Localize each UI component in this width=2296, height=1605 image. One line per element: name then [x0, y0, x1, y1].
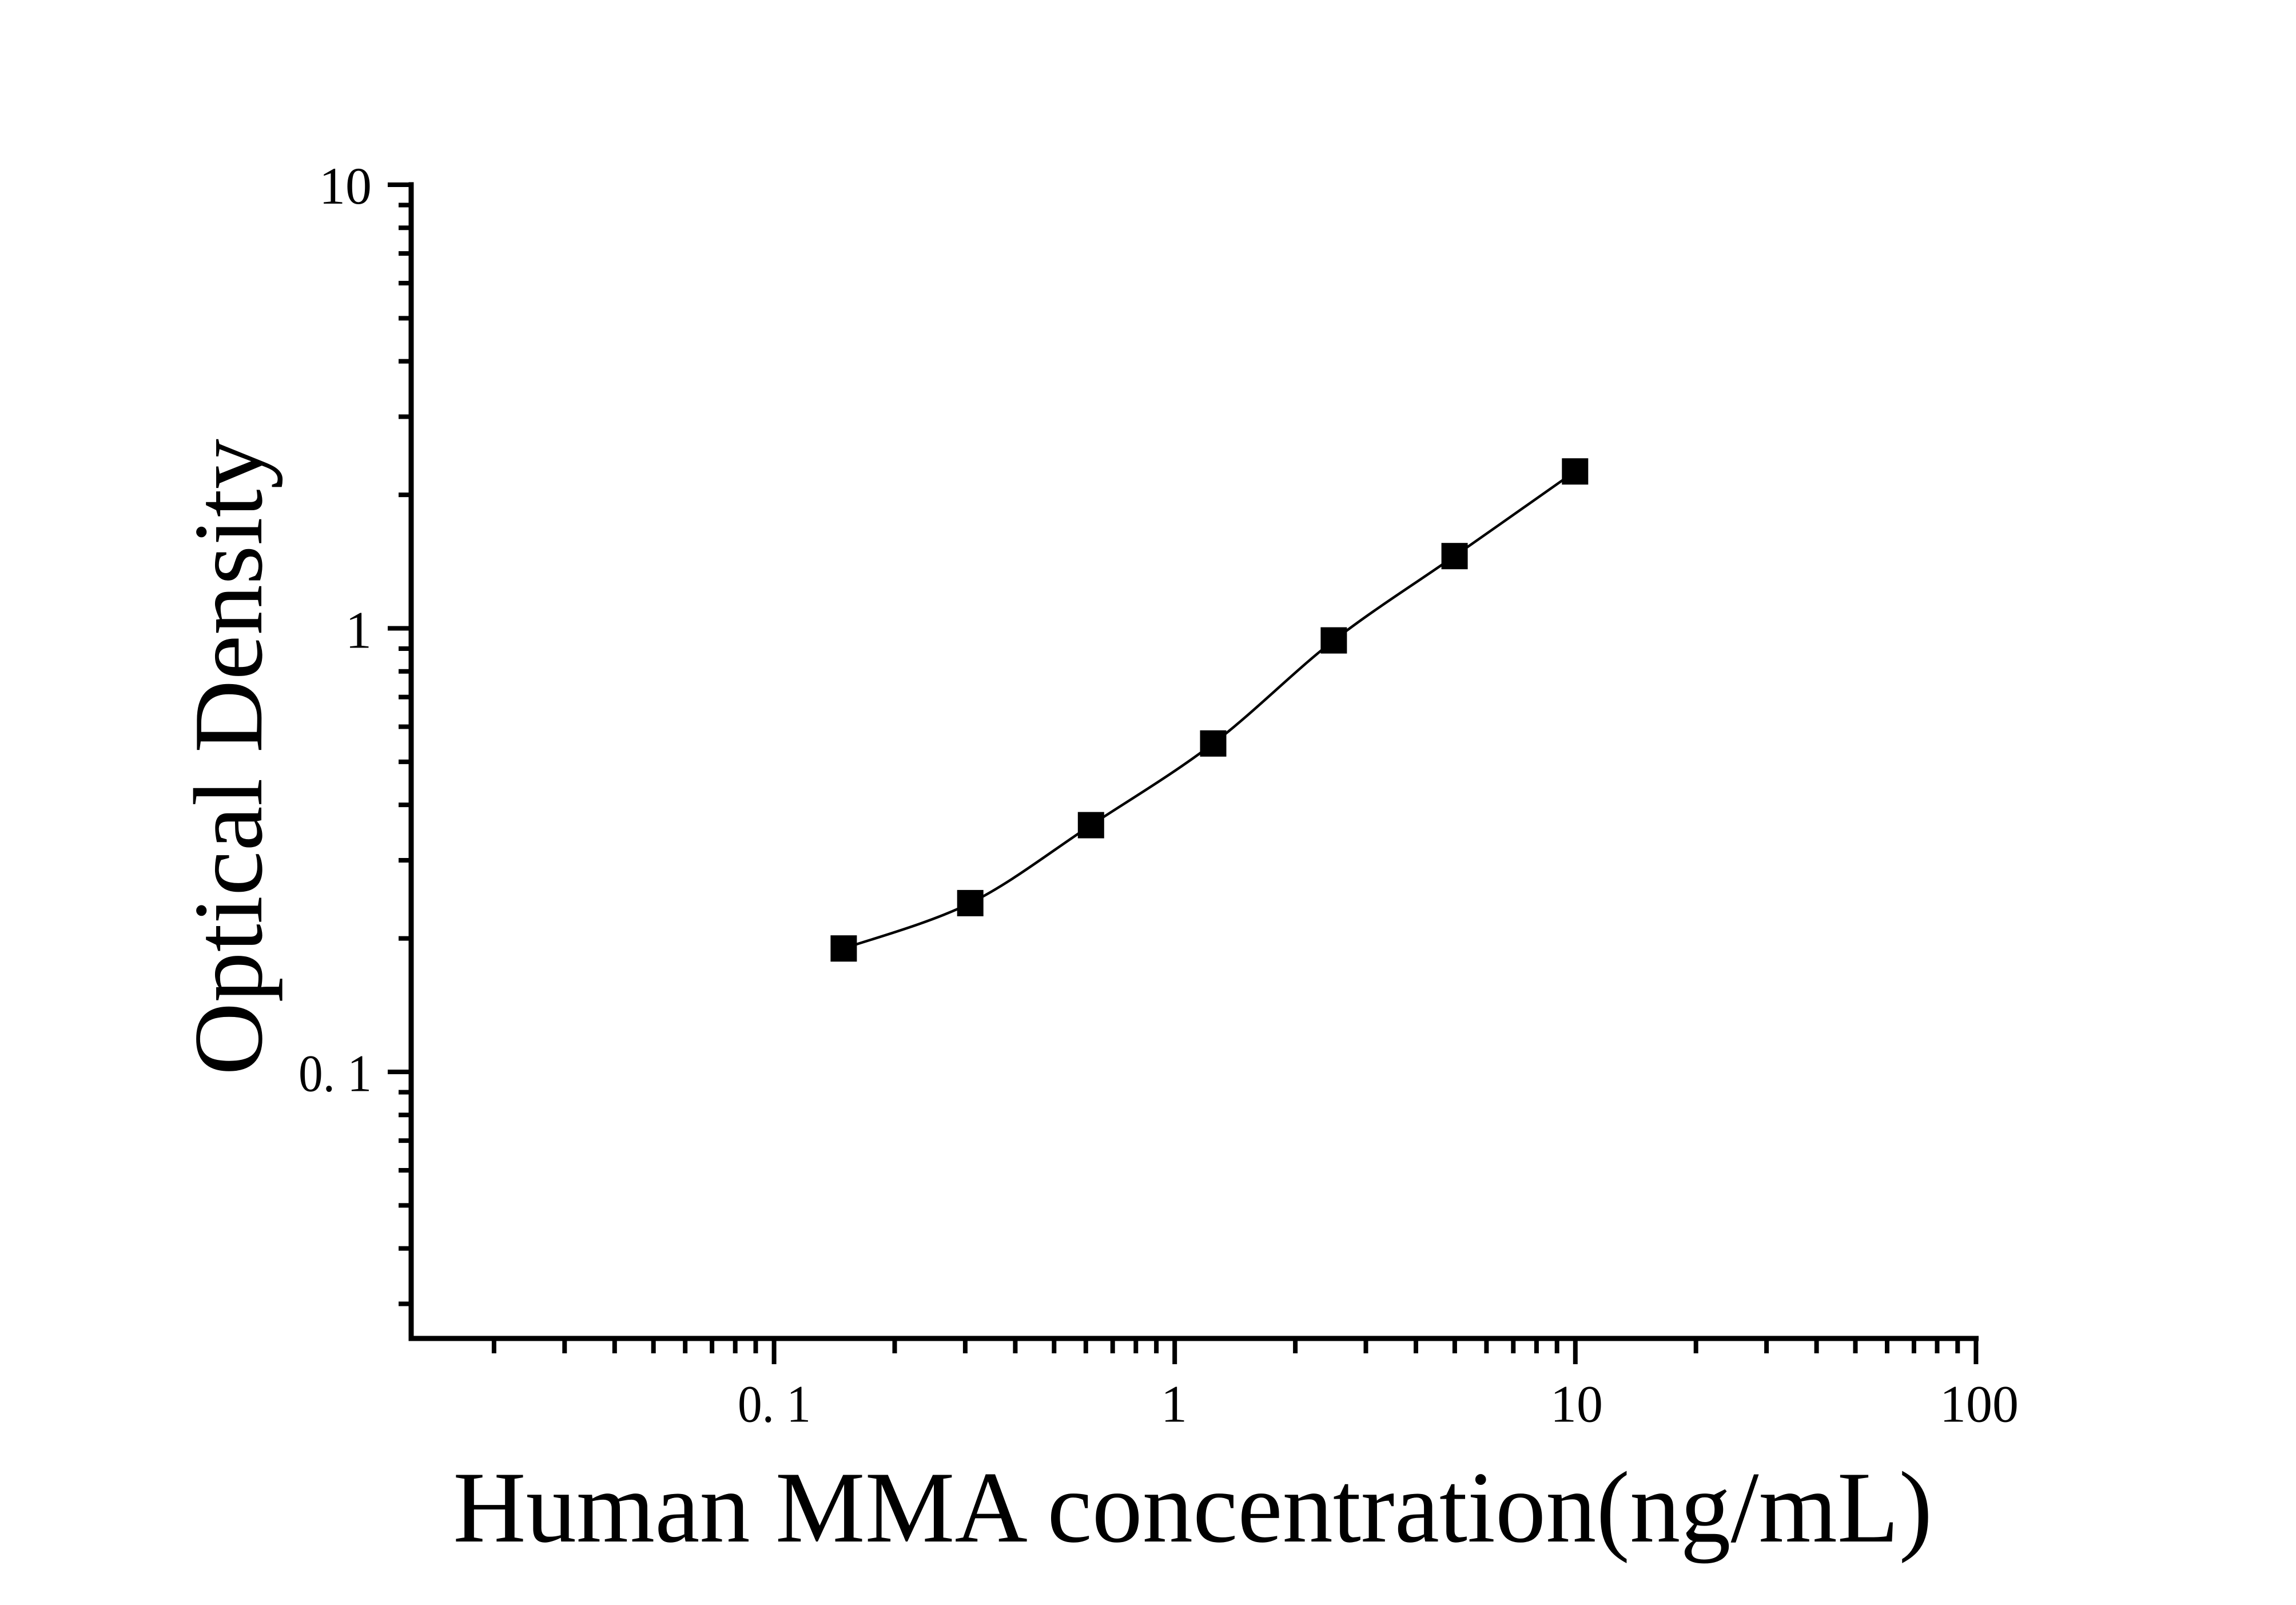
svg-text:1: 1	[1161, 1375, 1187, 1433]
svg-text:Human MMA concentration(ng/mL): Human MMA concentration(ng/mL)	[453, 1451, 1932, 1564]
svg-text:0. 1: 0. 1	[738, 1375, 811, 1433]
svg-text:10: 10	[319, 157, 372, 215]
svg-text:100: 100	[1940, 1375, 2019, 1433]
svg-text:Optical Density: Optical Density	[174, 439, 283, 1075]
svg-text:1: 1	[345, 601, 372, 660]
svg-text:0. 1: 0. 1	[299, 1044, 372, 1103]
svg-text:10: 10	[1550, 1375, 1603, 1433]
